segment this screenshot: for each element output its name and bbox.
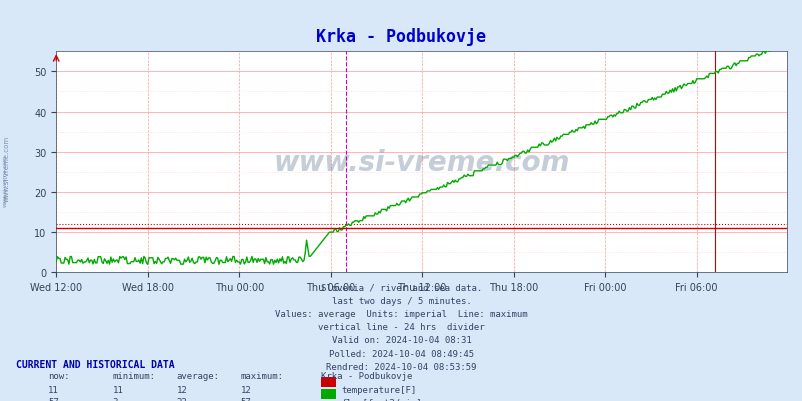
Text: vertical line - 24 hrs  divider: vertical line - 24 hrs divider [318,322,484,331]
Text: 3: 3 [112,397,118,401]
Text: minimum:: minimum: [112,371,156,380]
Text: 57: 57 [48,397,59,401]
Text: now:: now: [48,371,70,380]
Text: 11: 11 [112,385,123,394]
Text: www.si-vreme.com: www.si-vreme.com [273,148,569,176]
Text: CURRENT AND HISTORICAL DATA: CURRENT AND HISTORICAL DATA [16,359,175,369]
Text: Values: average  Units: imperial  Line: maximum: Values: average Units: imperial Line: ma… [275,309,527,318]
Text: 12: 12 [176,385,187,394]
Text: www.si-vreme.com: www.si-vreme.com [4,136,10,201]
Text: 11: 11 [48,385,59,394]
Text: Krka - Podbukovje: Krka - Podbukovje [321,371,412,380]
Text: average:: average: [176,371,220,380]
Text: Rendred: 2024-10-04 08:53:59: Rendred: 2024-10-04 08:53:59 [326,362,476,371]
Text: Krka - Podbukovje: Krka - Podbukovje [316,28,486,46]
Text: temperature[F]: temperature[F] [341,385,416,394]
Text: last two days / 5 minutes.: last two days / 5 minutes. [331,296,471,305]
Text: maximum:: maximum: [241,371,284,380]
Text: 23: 23 [176,397,187,401]
Text: 57: 57 [241,397,251,401]
Text: Polled: 2024-10-04 08:49:45: Polled: 2024-10-04 08:49:45 [329,349,473,358]
Text: flow[foot3/min]: flow[foot3/min] [341,397,421,401]
Text: www.si-vreme.com: www.si-vreme.com [2,154,7,207]
Text: Valid on: 2024-10-04 08:31: Valid on: 2024-10-04 08:31 [331,336,471,344]
Text: Slovenia / river and sea data.: Slovenia / river and sea data. [321,283,481,292]
Text: 12: 12 [241,385,251,394]
